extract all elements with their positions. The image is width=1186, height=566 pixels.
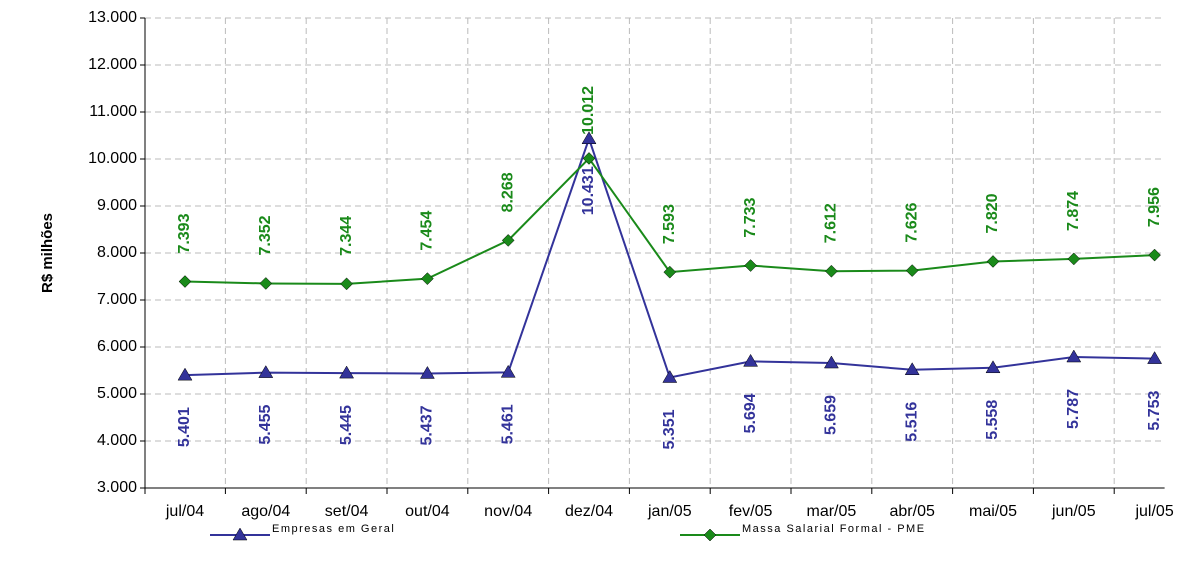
data-label: 5.753 (1146, 390, 1163, 430)
data-label: 7.352 (257, 215, 274, 255)
y-tick-label: 6.000 (97, 338, 137, 355)
data-label: 5.437 (419, 405, 436, 445)
marker (823, 355, 839, 369)
marker (744, 259, 757, 272)
marker (985, 360, 1001, 374)
x-tick-label: nov/04 (484, 503, 532, 520)
x-tick-label: mai/05 (969, 503, 1017, 520)
marker (904, 362, 920, 375)
data-label: 7.593 (661, 204, 678, 244)
marker (178, 275, 192, 288)
marker (743, 353, 759, 367)
data-label: 7.344 (338, 216, 355, 256)
y-tick-label: 9.000 (97, 197, 137, 214)
data-label: 5.401 (176, 407, 193, 447)
x-tick-label: mar/05 (807, 503, 857, 520)
x-tick-label: set/04 (325, 503, 369, 520)
data-label: 5.461 (499, 404, 516, 444)
data-label: 7.626 (903, 202, 920, 242)
marker (703, 528, 717, 542)
data-label: 8.268 (499, 172, 516, 212)
data-label: 7.956 (1146, 187, 1163, 227)
y-tick-label: 12.000 (88, 56, 137, 73)
y-axis-label: R$ milhões (39, 213, 56, 293)
marker (232, 527, 248, 541)
x-tick-label: out/04 (405, 503, 450, 520)
marker (663, 265, 677, 279)
x-tick-label: jun/05 (1051, 503, 1096, 520)
marker (340, 277, 353, 291)
marker (905, 264, 919, 277)
marker (1066, 349, 1082, 363)
y-tick-label: 10.000 (88, 150, 137, 167)
data-label: 7.820 (984, 193, 1001, 233)
marker (339, 365, 355, 379)
x-tick-label: dez/04 (565, 503, 613, 520)
marker (1067, 252, 1081, 266)
x-tick-label: jan/05 (647, 503, 692, 520)
x-tick-label: jul/05 (1134, 503, 1173, 520)
y-tick-label: 13.000 (88, 9, 137, 26)
marker (421, 272, 434, 286)
y-tick-label: 7.000 (97, 291, 137, 308)
data-label: 7.874 (1065, 191, 1082, 231)
marker (1147, 351, 1163, 364)
data-label: 5.455 (257, 404, 274, 444)
marker (500, 364, 516, 378)
data-label: 5.558 (984, 400, 1001, 440)
data-label: 7.393 (176, 213, 193, 253)
y-tick-label: 3.000 (97, 479, 137, 496)
y-tick-label: 4.000 (97, 432, 137, 449)
marker (501, 234, 515, 247)
y-tick-label: 8.000 (97, 244, 137, 261)
marker (259, 277, 273, 290)
legend-label: Massa Salarial Formal - PME (742, 523, 926, 535)
marker (986, 255, 1000, 268)
marker (662, 370, 678, 383)
y-tick-label: 5.000 (97, 385, 137, 402)
data-label: 5.694 (742, 393, 759, 433)
marker (258, 365, 274, 378)
marker (1148, 248, 1161, 262)
data-label: 7.612 (823, 203, 840, 243)
marker (582, 152, 596, 165)
data-label: 10.431 (580, 166, 597, 215)
data-label: 5.787 (1065, 389, 1082, 429)
x-tick-label: jul/04 (165, 503, 204, 520)
y-tick-label: 11.000 (89, 103, 137, 120)
data-label: 10.012 (580, 86, 597, 135)
marker (825, 264, 838, 278)
marker (581, 131, 597, 144)
data-label: 5.351 (661, 409, 678, 449)
x-tick-label: abr/05 (890, 503, 935, 520)
data-label: 7.733 (742, 197, 759, 237)
data-label: 7.454 (419, 211, 436, 251)
x-tick-label: ago/04 (241, 503, 290, 520)
data-label: 5.445 (338, 405, 355, 445)
x-tick-label: fev/05 (729, 503, 773, 520)
legend-label: Empresas em Geral (272, 523, 395, 535)
series-line (184, 135, 1155, 379)
data-label: 5.516 (903, 402, 920, 442)
marker (419, 365, 435, 379)
data-label: 5.659 (823, 395, 840, 435)
marker (177, 367, 193, 381)
